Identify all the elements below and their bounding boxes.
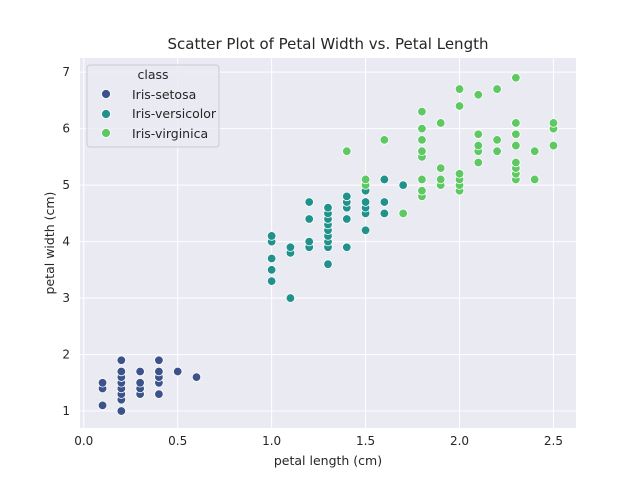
y-axis-label: petal width (cm) [42, 192, 57, 295]
point-iris-virginica [454, 101, 465, 111]
point-iris-virginica [417, 135, 427, 145]
legend-title: class [137, 67, 168, 82]
point-iris-virginica [417, 123, 427, 134]
point-iris-virginica [342, 146, 352, 156]
y-tick-label: 3 [62, 291, 70, 305]
x-tick-label: 1.5 [356, 434, 375, 448]
x-axis-label: petal length (cm) [274, 453, 382, 468]
point-iris-virginica [417, 174, 427, 185]
point-iris-virginica [417, 146, 427, 156]
point-iris-setosa [116, 355, 127, 365]
data-points [97, 73, 559, 416]
point-iris-setosa [191, 372, 202, 382]
point-iris-virginica [417, 106, 427, 117]
legend-label-iris-versicolor: Iris-versicolor [132, 106, 217, 121]
point-iris-versicolor [342, 214, 352, 224]
x-tick-label: 0.5 [168, 434, 187, 448]
y-tick-label: 7 [62, 65, 70, 79]
point-iris-setosa [154, 389, 164, 399]
point-iris-versicolor [285, 293, 296, 303]
point-iris-virginica [417, 186, 427, 196]
legend: class Iris-setosa Iris-versicolor Iris-v… [86, 64, 220, 148]
point-iris-virginica [473, 129, 484, 139]
point-iris-versicolor [398, 180, 408, 190]
point-iris-virginica [454, 84, 465, 94]
y-tick-label: 2 [62, 348, 70, 362]
point-iris-versicolor [379, 174, 390, 185]
point-iris-virginica [473, 140, 484, 151]
point-iris-virginica [473, 90, 484, 100]
point-iris-virginica [379, 135, 390, 145]
point-iris-versicolor [285, 242, 296, 252]
point-iris-virginica [548, 118, 559, 128]
point-iris-virginica [529, 174, 540, 185]
legend-marker-iris-versicolor [101, 109, 111, 119]
point-iris-virginica [454, 169, 465, 179]
point-iris-versicolor [323, 202, 333, 213]
legend-box [86, 64, 220, 148]
point-iris-setosa [135, 366, 145, 377]
point-iris-versicolor [266, 265, 277, 275]
y-tick-label: 4 [62, 235, 70, 249]
point-iris-virginica [492, 84, 502, 94]
point-iris-virginica [529, 146, 540, 156]
point-iris-versicolor [323, 259, 333, 269]
x-tick-labels: 0.0 0.5 1.0 1.5 2.0 2.5 [74, 434, 563, 448]
x-tick-label: 2.5 [544, 434, 563, 448]
point-iris-setosa [116, 406, 127, 416]
point-iris-versicolor [266, 276, 277, 286]
legend-label-iris-setosa: Iris-setosa [132, 87, 196, 102]
point-iris-setosa [135, 378, 145, 388]
point-iris-setosa [172, 366, 183, 377]
point-iris-setosa [97, 378, 108, 388]
point-iris-setosa [116, 366, 127, 377]
point-iris-versicolor [304, 197, 314, 207]
legend-marker-iris-virginica [101, 128, 111, 138]
legend-marker-iris-setosa [101, 89, 111, 99]
point-iris-versicolor [360, 197, 371, 207]
point-iris-virginica [436, 174, 446, 185]
y-tick-label: 1 [62, 404, 70, 418]
point-iris-versicolor [342, 242, 352, 252]
point-iris-virginica [473, 157, 484, 168]
point-iris-setosa [154, 366, 164, 377]
point-iris-versicolor [342, 191, 352, 202]
point-iris-versicolor [304, 214, 314, 224]
x-tick-label: 1.0 [262, 434, 281, 448]
chart-title: Scatter Plot of Petal Width vs. Petal Le… [168, 35, 489, 53]
y-tick-label: 5 [62, 178, 70, 192]
point-iris-versicolor [379, 208, 390, 219]
point-iris-versicolor [379, 197, 390, 207]
point-iris-virginica [511, 118, 521, 128]
point-iris-virginica [436, 163, 446, 173]
point-iris-virginica [398, 208, 408, 219]
point-iris-setosa [154, 355, 164, 365]
point-iris-virginica [511, 157, 521, 168]
y-tick-label: 6 [62, 122, 70, 136]
point-iris-versicolor [360, 225, 371, 235]
point-iris-versicolor [266, 253, 277, 264]
y-tick-labels: 1 2 3 4 5 6 7 [62, 65, 70, 418]
point-iris-versicolor [266, 231, 277, 241]
point-iris-virginica [511, 73, 521, 83]
x-tick-label: 0.0 [74, 434, 93, 448]
point-iris-virginica [548, 140, 559, 151]
point-iris-virginica [360, 174, 371, 185]
point-iris-versicolor [304, 236, 314, 247]
point-iris-virginica [511, 140, 521, 151]
point-iris-virginica [511, 129, 521, 139]
x-tick-label: 2.0 [450, 434, 469, 448]
point-iris-virginica [492, 135, 502, 145]
point-iris-virginica [492, 146, 502, 156]
legend-label-iris-virginica: Iris-virginica [132, 126, 208, 141]
point-iris-virginica [436, 118, 446, 128]
point-iris-setosa [97, 400, 108, 411]
